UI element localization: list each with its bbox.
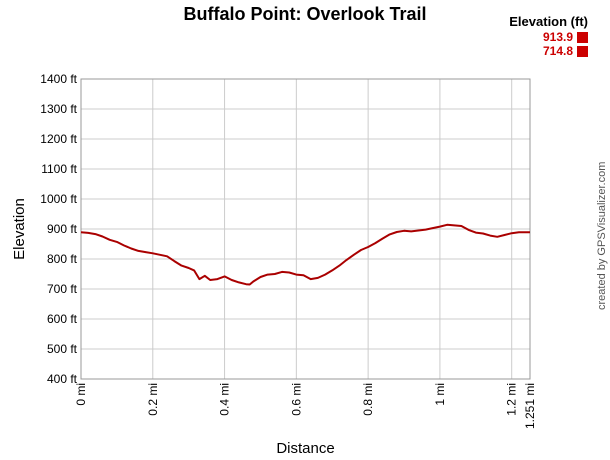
x-tick-label: 0.2 mi: [146, 383, 160, 416]
legend-entry-min: 714.8: [509, 44, 588, 58]
y-tick-label: 700 ft: [47, 282, 78, 296]
y-tick-label: 1200 ft: [40, 132, 77, 146]
chart-title: Buffalo Point: Overlook Trail: [183, 4, 427, 24]
y-tick-label: 1100 ft: [41, 162, 77, 176]
x-tick-label: 0.8 mi: [361, 383, 375, 416]
legend-swatch: [577, 45, 588, 57]
x-tick-label: 0.6 mi: [289, 383, 303, 416]
legend-swatch: [577, 31, 588, 43]
y-axis-label: Elevation: [11, 198, 28, 260]
x-tick-label: 1.2 mi: [505, 383, 519, 416]
plot-area: [80, 78, 531, 380]
legend-title: Elevation (ft): [509, 14, 588, 29]
y-axis-ticks: 400 ft 500 ft 600 ft 700 ft 800 ft 900 ft 1000…: [40, 72, 77, 386]
y-tick-label: 600 ft: [47, 312, 78, 326]
x-tick-label: 0 mi: [74, 383, 88, 406]
credit-text: created by GPSVisualizer.com: [596, 161, 608, 310]
y-tick-label: 1400 ft: [40, 72, 77, 86]
legend-entry-label: 714.8: [542, 44, 573, 58]
y-tick-label: 800 ft: [47, 252, 78, 266]
grid: [80, 78, 531, 380]
x-axis-label: Distance: [276, 440, 334, 457]
y-tick-label: 1000 ft: [40, 192, 77, 206]
x-tick-label: 1 mi: [433, 383, 447, 406]
x-axis-ticks: 0 mi 0.2 mi 0.4 mi 0.6 mi 0.8 mi 1 mi 1.2 mi 1.…: [74, 383, 537, 429]
elevation-line: [80, 223, 530, 286]
y-tick-label: 500 ft: [47, 342, 78, 356]
x-tick-label: 1.251 mi: [523, 383, 537, 429]
x-tick-label: 0.4 mi: [218, 383, 232, 416]
y-tick-label: 1300 ft: [40, 102, 77, 116]
legend-entry-label: 913.9: [542, 30, 573, 44]
series-lines: [80, 223, 530, 286]
y-tick-label: 400 ft: [47, 372, 78, 386]
legend-entry-max: 913.9: [509, 30, 588, 44]
legend: Elevation (ft) 913.9 714.8: [509, 14, 588, 58]
y-tick-label: 900 ft: [47, 222, 78, 236]
